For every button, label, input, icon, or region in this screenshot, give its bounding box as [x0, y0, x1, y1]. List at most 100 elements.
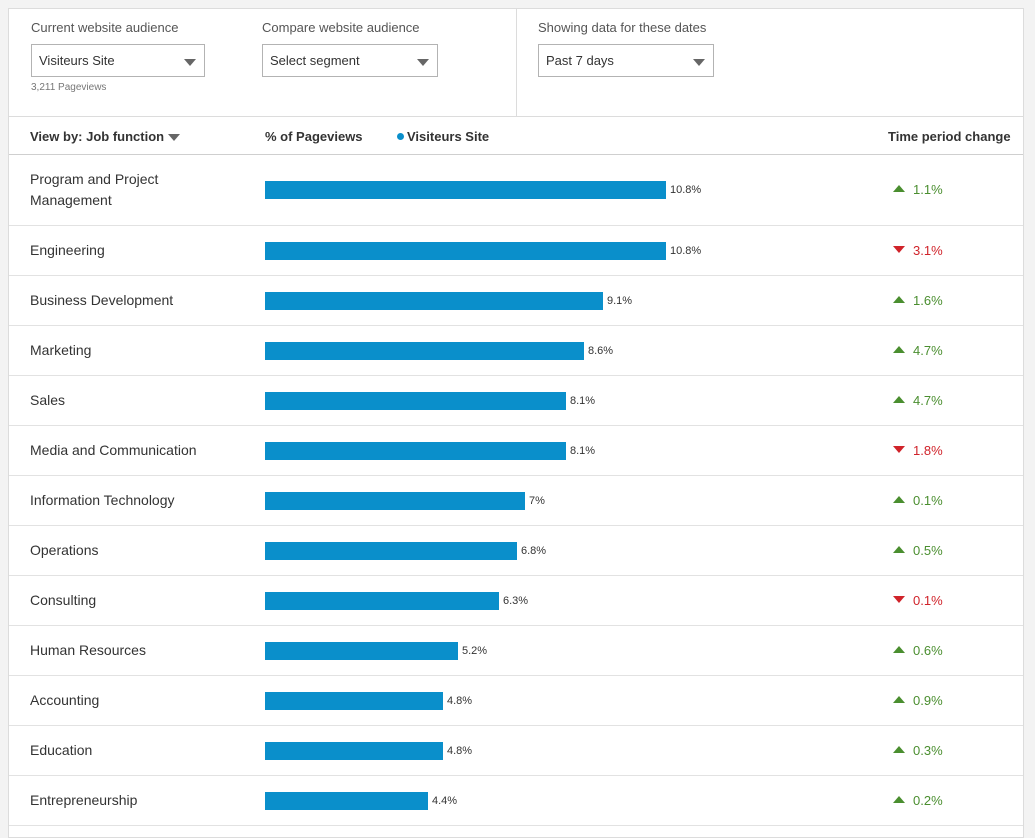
- job-function-label: Human Resources: [30, 642, 146, 658]
- bar-value-label: 4.8%: [447, 745, 473, 757]
- bar-value-label: 8.6%: [588, 345, 614, 357]
- triangle-down-icon: [893, 246, 905, 253]
- table-header: View by: Job function % of Pageviews Vis…: [9, 117, 1023, 155]
- date-range-value: Past 7 days: [546, 53, 614, 68]
- period-change: 1.6%: [893, 293, 943, 309]
- bar-value-label: 8.1%: [570, 445, 596, 457]
- change-value: 0.6%: [913, 643, 943, 658]
- bar-value-label: 9.1%: [607, 295, 633, 307]
- bar: [265, 492, 525, 510]
- table-row: Education 4.8% 0.3%: [9, 726, 1023, 776]
- job-function-chart: Program and Project Management 10.8% 1.1% E…: [9, 155, 1023, 826]
- current-audience-select[interactable]: Visiteurs Site: [31, 44, 205, 77]
- job-function-label: Marketing: [30, 342, 92, 358]
- table-row: Entrepreneurship 4.4% 0.2%: [9, 776, 1023, 826]
- triangle-up-icon: [893, 346, 905, 353]
- change-value: 0.1%: [913, 493, 943, 508]
- compare-audience-select[interactable]: Select segment: [262, 44, 438, 77]
- job-function-label: Program and Project Management: [30, 171, 159, 208]
- view-by-label: View by: Job function: [30, 129, 165, 144]
- bar: [265, 642, 458, 660]
- bar: [265, 442, 566, 460]
- bar: [265, 392, 566, 410]
- table-row: Sales 8.1% 4.7%: [9, 376, 1023, 426]
- table-row: Media and Communication 8.1% 1.8%: [9, 426, 1023, 476]
- table-row: Program and Project Management 10.8% 1.1%: [9, 155, 1023, 226]
- date-range-select[interactable]: Past 7 days: [538, 44, 714, 77]
- job-function-label: Consulting: [30, 592, 97, 608]
- triangle-up-icon: [893, 185, 905, 192]
- bar-value-label: 5.2%: [462, 645, 488, 657]
- job-function-label: Accounting: [30, 692, 100, 708]
- period-change: 0.1%: [893, 493, 943, 509]
- bar: [265, 542, 517, 560]
- bar: [265, 342, 584, 360]
- change-value: 1.6%: [913, 293, 943, 308]
- change-value: 0.5%: [913, 543, 943, 558]
- period-change: 0.6%: [893, 643, 943, 659]
- bar-value-label: 6.8%: [521, 545, 547, 557]
- chevron-down-icon: [693, 59, 705, 66]
- triangle-up-icon: [893, 746, 905, 753]
- change-value: 0.1%: [913, 593, 943, 608]
- job-function-label: Information Technology: [30, 492, 175, 508]
- table-row: Information Technology 7% 0.1%: [9, 476, 1023, 526]
- current-audience-label: Current website audience: [31, 20, 179, 35]
- job-function-label: Education: [30, 742, 93, 758]
- filters-bar: Current website audience Visiteurs Site …: [9, 9, 1023, 117]
- change-value: 1.1%: [913, 182, 943, 197]
- bar-value-label: 10.8%: [670, 184, 702, 196]
- job-function-label: Sales: [30, 392, 66, 408]
- audience-card: Current website audience Visiteurs Site …: [8, 8, 1024, 838]
- triangle-up-icon: [893, 396, 905, 403]
- triangle-up-icon: [893, 546, 905, 553]
- bar: [265, 592, 499, 610]
- bar: [265, 181, 666, 199]
- compare-audience-group: Compare website audience Select segment: [262, 19, 438, 77]
- period-change: 0.3%: [893, 743, 943, 759]
- table-row: Operations 6.8% 0.5%: [9, 526, 1023, 576]
- table-row: Accounting 4.8% 0.9%: [9, 676, 1023, 726]
- date-range-group: Showing data for these dates Past 7 days: [538, 19, 714, 77]
- bar-value-label: 7%: [529, 495, 545, 507]
- period-change: 1.8%: [893, 443, 943, 459]
- change-value: 4.7%: [913, 393, 943, 408]
- compare-audience-value: Select segment: [270, 53, 360, 68]
- pageviews-count: 3,211 Pageviews: [31, 82, 107, 93]
- compare-audience-label: Compare website audience: [262, 20, 420, 35]
- change-header: Time period change: [888, 129, 1011, 144]
- period-change: 1.1%: [893, 182, 943, 198]
- triangle-up-icon: [893, 696, 905, 703]
- change-value: 3.1%: [913, 243, 943, 258]
- bar-value-label: 4.4%: [432, 795, 458, 807]
- triangle-up-icon: [893, 646, 905, 653]
- filters-divider: [516, 9, 517, 116]
- job-function-label: Engineering: [30, 242, 105, 258]
- job-function-label: Media and Communication: [30, 442, 197, 458]
- legend-dot-icon: [397, 133, 404, 140]
- period-change: 0.2%: [893, 793, 943, 809]
- job-function-label: Entrepreneurship: [30, 792, 138, 808]
- view-by-dropdown[interactable]: View by: Job function: [30, 129, 181, 145]
- legend: Visiteurs Site: [397, 129, 489, 145]
- chevron-down-icon: [168, 134, 181, 142]
- bar-value-label: 4.8%: [447, 695, 473, 707]
- change-value: 0.3%: [913, 743, 943, 758]
- change-value: 4.7%: [913, 343, 943, 358]
- period-change: 0.5%: [893, 543, 943, 559]
- period-change: 0.9%: [893, 693, 943, 709]
- triangle-up-icon: [893, 496, 905, 503]
- period-change: 3.1%: [893, 243, 943, 259]
- bar-value-label: 8.1%: [570, 395, 596, 407]
- bar: [265, 692, 443, 710]
- bar: [265, 742, 443, 760]
- bar: [265, 242, 666, 260]
- table-row: Human Resources 5.2% 0.6%: [9, 626, 1023, 676]
- chevron-down-icon: [184, 59, 196, 66]
- current-audience-value: Visiteurs Site: [39, 53, 115, 68]
- change-value: 1.8%: [913, 443, 943, 458]
- job-function-label: Operations: [30, 542, 99, 558]
- change-value: 0.9%: [913, 693, 943, 708]
- bar: [265, 792, 428, 810]
- period-change: 0.1%: [893, 593, 943, 609]
